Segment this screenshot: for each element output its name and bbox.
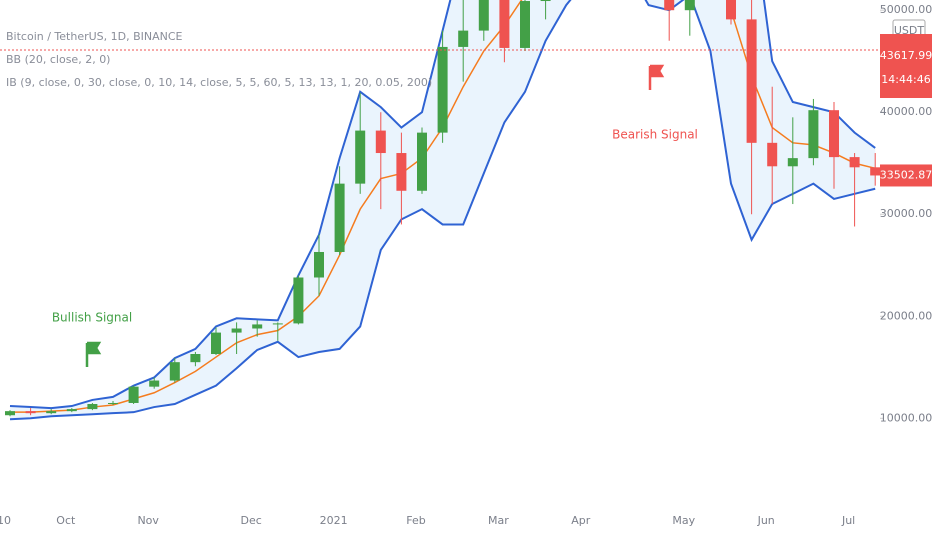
candle-body [25, 411, 36, 414]
band-fill [10, 0, 876, 420]
band-lower [9, 0, 876, 421]
candle-body [499, 0, 510, 48]
candle-body [808, 110, 819, 159]
x-tick-label: May [672, 514, 695, 527]
candle-body [314, 251, 324, 278]
candle-body [870, 167, 880, 176]
candle-body [726, 0, 736, 20]
x-tick-label: Jul [841, 514, 855, 527]
candle-body [169, 362, 180, 381]
candle-body [375, 130, 386, 154]
candle-body [87, 404, 98, 410]
candle-body [334, 183, 345, 252]
candle-body [829, 110, 839, 158]
candle-body [396, 153, 407, 191]
candle-body [787, 158, 798, 167]
signal-label: Bearish Signal [612, 128, 698, 142]
last-price-box [880, 164, 932, 187]
y-tick-label: 10000.00 [880, 411, 932, 424]
candle-body [293, 277, 304, 324]
candle-body [128, 386, 139, 403]
signal-flag [85, 341, 102, 367]
candle-body [520, 1, 530, 48]
candle-body [211, 332, 221, 355]
candle-body [540, 0, 551, 2]
candle-body [231, 328, 242, 333]
candle-body [684, 0, 695, 11]
indicator-label: IB (9, close, 0, 30, close, 0, 10, 14, c… [6, 76, 432, 89]
candle-body [252, 324, 263, 329]
candle-body [746, 19, 757, 143]
x-tick-label: Mar [488, 514, 509, 527]
candle-body [664, 0, 675, 11]
candle-body [190, 354, 201, 363]
y-tick-label: 50000.00 [880, 3, 932, 16]
candle-body [849, 157, 860, 168]
x-tick-label: Nov [137, 514, 159, 527]
signal-label: Bullish Signal [52, 311, 132, 325]
candle-body [417, 132, 427, 191]
indicator-label: BB (20, close, 2, 0) [6, 53, 110, 66]
chart-title: Bitcoin / TetherUS, 1D, BINANCE [6, 30, 183, 43]
signal-flag [648, 64, 665, 90]
x-tick-label: Oct [56, 514, 76, 527]
x-tick-label: 10 [0, 514, 11, 527]
candle-body [478, 0, 489, 31]
x-tick-label: Jun [757, 514, 775, 527]
candle-body [767, 142, 778, 167]
y-tick-label: 40000.00 [880, 105, 932, 118]
candle-body [458, 30, 469, 47]
x-tick-label: Apr [571, 514, 591, 527]
countdown: 14:44:46 [881, 73, 930, 86]
x-tick-label: 2021 [320, 514, 348, 527]
x-tick-label: Dec [241, 514, 262, 527]
candle-body [149, 380, 160, 387]
candle-body [5, 411, 15, 416]
plot-area [5, 0, 880, 421]
candle-body [272, 323, 283, 325]
currency: USDT [894, 24, 925, 37]
live-price: 43617.99 [880, 49, 932, 62]
candle-body [108, 402, 118, 404]
candle-body [66, 409, 77, 412]
y-tick-label: 30000.00 [880, 207, 932, 220]
candle-body [437, 46, 448, 133]
live-price-box [880, 34, 932, 98]
candle-body [355, 130, 366, 184]
y-tick-label: 20000.00 [880, 309, 932, 322]
last-price: 33502.87 [880, 168, 932, 181]
candle-body [46, 411, 57, 414]
x-tick-label: Feb [406, 514, 425, 527]
